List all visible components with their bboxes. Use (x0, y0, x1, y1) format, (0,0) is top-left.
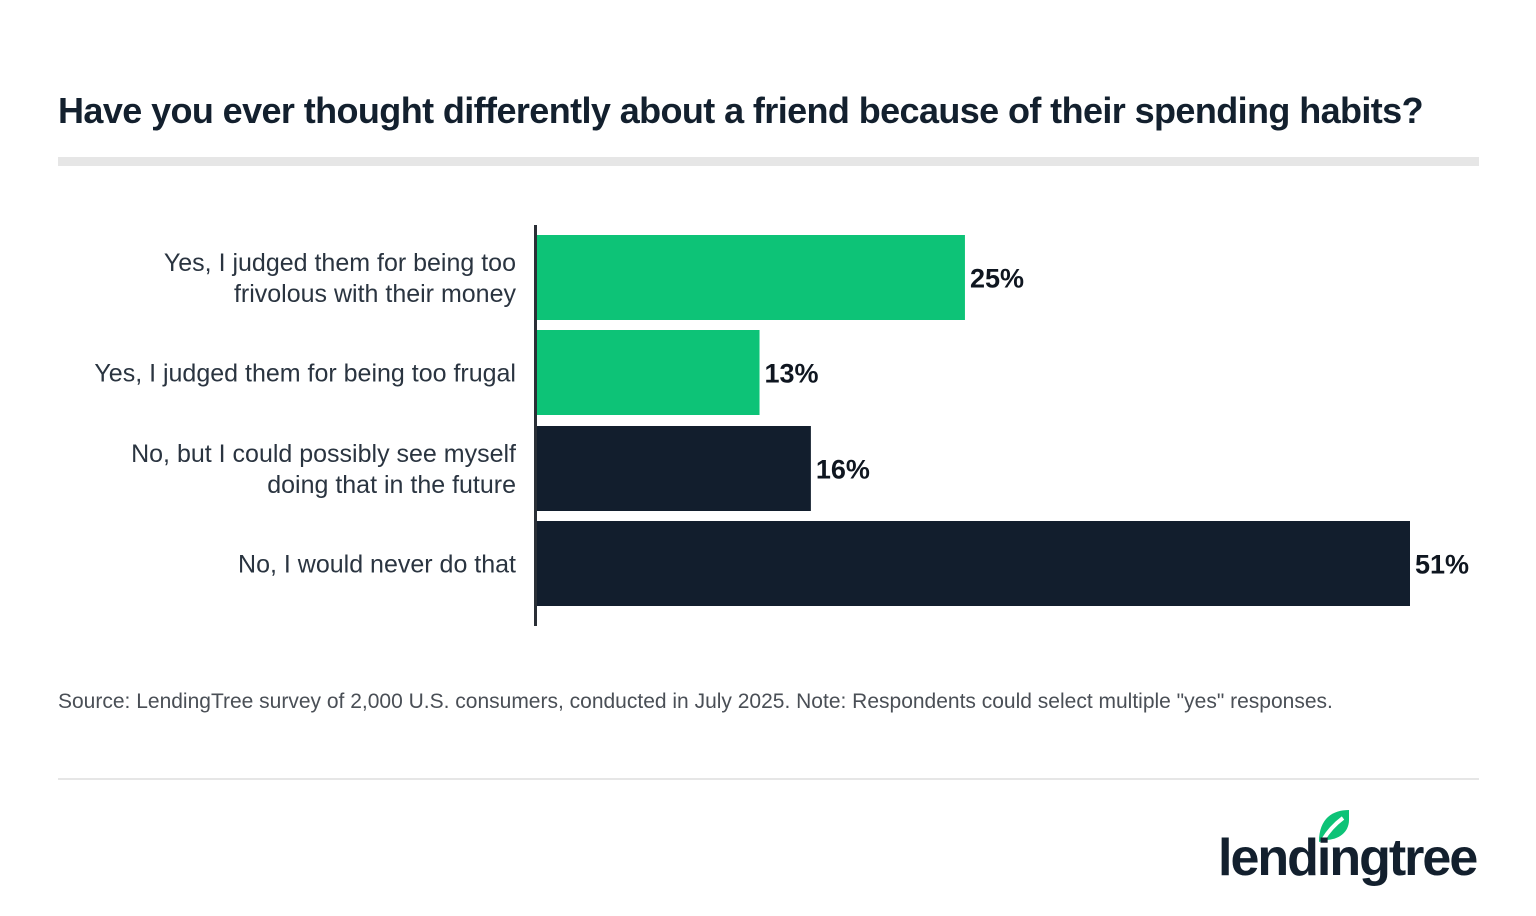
bar (537, 235, 965, 320)
logo-text: lendingtree (1218, 829, 1478, 887)
lendingtree-logo: lendingtree (1218, 806, 1480, 888)
bar (537, 330, 760, 415)
leaf-icon (1319, 810, 1349, 842)
title-divider (58, 157, 1479, 166)
bar (537, 426, 811, 511)
chart-title: Have you ever thought differently about … (58, 90, 1424, 131)
category-label: Yes, I judged them for being too (164, 249, 516, 277)
bar (537, 521, 1410, 606)
value-label: 51% (1415, 550, 1469, 580)
category-label: frivolous with their money (234, 280, 517, 308)
value-label: 25% (970, 264, 1024, 294)
value-label: 16% (816, 455, 870, 485)
value-label: 13% (765, 359, 819, 389)
category-label: No, but I could possibly see myself (131, 440, 516, 468)
category-label: doing that in the future (267, 471, 516, 499)
category-label: No, I would never do that (238, 551, 516, 579)
category-label: Yes, I judged them for being too frugal (94, 360, 516, 388)
footer-divider (58, 778, 1479, 780)
source-note: Source: LendingTree survey of 2,000 U.S.… (58, 690, 1333, 713)
